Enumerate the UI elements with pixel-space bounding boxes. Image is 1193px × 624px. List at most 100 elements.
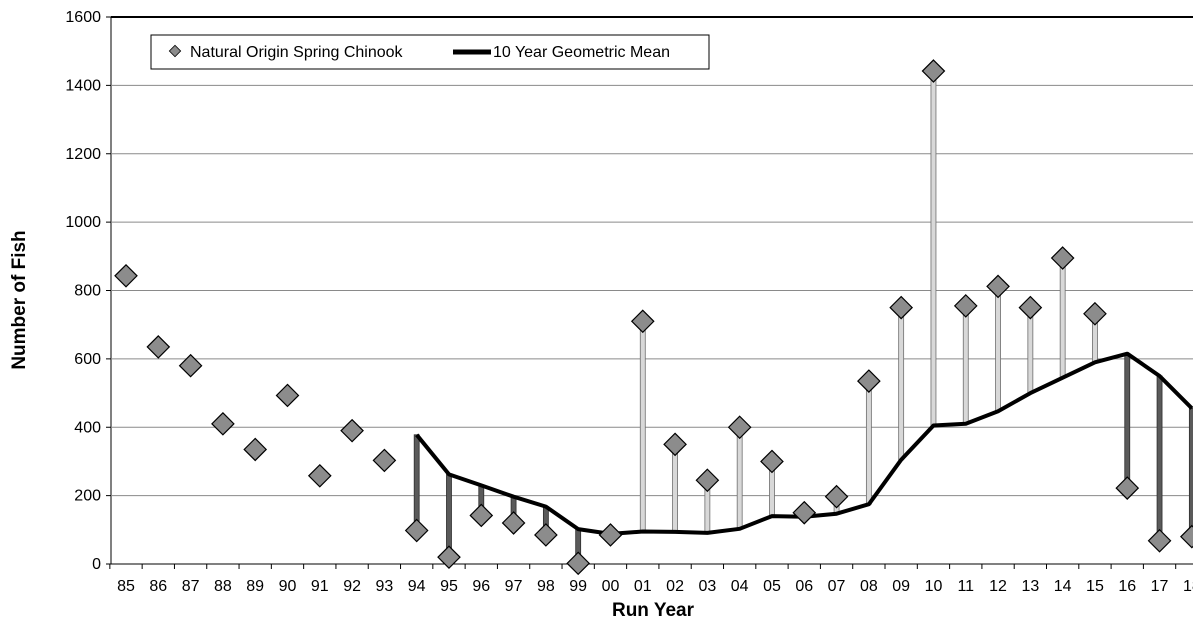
x-tick-label: 03 <box>698 578 716 595</box>
data-point-marker <box>275 383 300 408</box>
y-tick-label: 0 <box>92 556 101 573</box>
data-point-marker <box>566 551 591 576</box>
x-tick-label: 15 <box>1086 578 1104 595</box>
x-tick-label: 99 <box>569 578 587 595</box>
data-point-marker <box>630 309 655 334</box>
data-point-marker <box>857 369 881 393</box>
legend-label-geometric-mean: 10 Year Geometric Mean <box>493 44 670 61</box>
deviation-bar <box>1027 307 1034 394</box>
y-tick-label: 400 <box>74 419 101 436</box>
y-tick-label: 1600 <box>65 9 101 26</box>
x-tick-label: 88 <box>214 578 232 595</box>
data-point-marker <box>1115 476 1140 500</box>
y-tick-label: 200 <box>74 488 101 505</box>
x-tick-label: 18 <box>1183 578 1193 595</box>
x-tick-label: 04 <box>731 578 749 595</box>
gridlines <box>111 84 1193 497</box>
deviation-bar <box>639 320 646 532</box>
x-tick-label: 85 <box>117 578 135 595</box>
data-point-marker <box>1083 301 1107 326</box>
x-tick-label: 87 <box>182 578 200 595</box>
x-tick-label: 16 <box>1118 578 1136 595</box>
deviation-bar <box>1059 257 1066 379</box>
y-tick-label: 1200 <box>65 146 101 163</box>
x-tick-label: 00 <box>602 578 620 595</box>
x-tick-label: 07 <box>828 578 846 595</box>
data-point-marker <box>1180 524 1193 549</box>
data-point-marker <box>760 449 784 474</box>
data-point-marker <box>372 448 397 473</box>
deviation-bar <box>736 426 743 530</box>
data-point-marker <box>501 511 526 535</box>
deviation-bar <box>1188 408 1193 538</box>
x-tick-label: 06 <box>795 578 813 595</box>
y-tick-label: 600 <box>74 351 101 368</box>
data-point-marker <box>953 294 978 318</box>
data-point-marker <box>178 353 203 378</box>
deviation-bar <box>995 285 1001 412</box>
x-tick-label: 91 <box>311 578 329 595</box>
data-point-marker <box>824 484 849 509</box>
x-tick-label: 11 <box>957 578 974 595</box>
data-point-marker <box>695 468 720 493</box>
deviation-bar <box>446 474 452 558</box>
data-point-marker <box>986 274 1010 299</box>
data-point-marker <box>146 335 171 359</box>
x-tick-label: 08 <box>860 578 878 595</box>
legend-box <box>150 34 710 70</box>
x-tick-label: 94 <box>408 578 426 595</box>
x-tick-label: 92 <box>343 578 361 595</box>
y-tick-label: 1400 <box>65 77 101 94</box>
legend: Natural Origin Spring Chinook 10 Year Ge… <box>150 34 710 70</box>
data-point-marker <box>727 415 752 440</box>
legend-label-natural-origin: Natural Origin Spring Chinook <box>190 44 404 61</box>
data-point-marker <box>243 437 268 462</box>
deviation-bar <box>865 380 872 505</box>
x-axis-title: Run Year <box>612 600 695 621</box>
y-tick-label: 1000 <box>65 214 101 231</box>
y-axis-ticks: 0 200 400 600 800 1000 1200 1400 1600 <box>65 9 111 573</box>
x-tick-label: 01 <box>634 578 652 595</box>
legend-diamond-icon <box>168 44 182 58</box>
x-tick-label: 14 <box>1054 578 1072 595</box>
data-point-marker <box>889 295 914 320</box>
x-tick-label: 12 <box>989 578 1007 595</box>
x-tick-label: 02 <box>666 578 684 595</box>
x-tick-label: 86 <box>149 578 167 595</box>
data-point-marker <box>437 545 461 570</box>
x-tick-label: 96 <box>472 578 490 595</box>
deviation-bar <box>962 305 969 425</box>
x-tick-label: 10 <box>925 578 943 595</box>
data-point-marker <box>534 523 558 547</box>
x-tick-label: 93 <box>375 578 393 595</box>
data-point-marker <box>307 463 332 488</box>
y-tick-label: 800 <box>74 283 101 300</box>
data-point-marker <box>1018 295 1043 320</box>
data-point-marker <box>404 518 429 543</box>
deviation-bar <box>413 434 420 531</box>
data-point-marker <box>792 500 817 525</box>
deviation-bar <box>1124 353 1131 489</box>
data-point-marker <box>1147 528 1172 553</box>
data-point-marker <box>663 432 687 457</box>
deviation-bar <box>672 443 678 533</box>
data-point-marker <box>598 523 623 547</box>
data-point-marker <box>469 503 494 528</box>
data-point-marker <box>114 263 138 288</box>
data-point-marker <box>340 418 364 443</box>
x-axis-ticks: 85 86 87 88 89 90 91 92 93 94 95 96 97 98 99 00 01 02 03 04… <box>109 564 1193 595</box>
x-tick-label: 05 <box>763 578 781 595</box>
data-point-marker <box>1050 246 1075 270</box>
y-axis-title: Number of Fish <box>9 230 30 369</box>
x-tick-label: 13 <box>1021 578 1039 595</box>
x-tick-label: 17 <box>1151 578 1169 595</box>
x-tick-label: 90 <box>279 578 297 595</box>
x-tick-label: 09 <box>892 578 910 595</box>
deviation-bar <box>898 307 905 461</box>
data-point-marker <box>211 411 235 436</box>
x-tick-label: 89 <box>246 578 264 595</box>
deviation-bar <box>930 70 937 426</box>
x-tick-label: 98 <box>537 578 555 595</box>
deviation-bar <box>1156 375 1163 542</box>
